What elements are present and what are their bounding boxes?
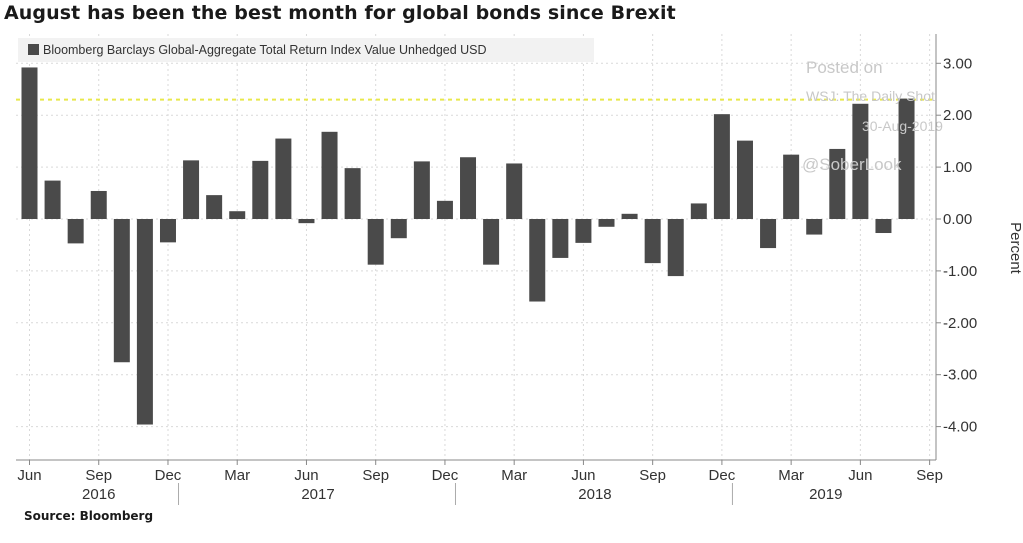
bar — [575, 219, 592, 243]
bar — [713, 114, 730, 219]
x-tick-label: Jun — [848, 467, 872, 484]
bar — [229, 211, 246, 219]
y-tick-label: -3.00 — [943, 367, 977, 384]
bar — [413, 161, 430, 219]
x-tick-label: Sep — [639, 467, 666, 484]
y-tick-label: 0.00 — [943, 211, 972, 228]
bar — [113, 219, 130, 363]
year-label: 2018 — [578, 486, 611, 503]
bar — [852, 103, 869, 219]
y-tick-label: -1.00 — [943, 263, 977, 280]
watermark-line2: WSJ: The Daily Shot — [806, 88, 935, 104]
legend-label: Bloomberg Barclays Global-Aggregate Tota… — [43, 43, 487, 57]
watermark-line4: @SoberLook — [802, 155, 902, 174]
watermark: Posted on WSJ: The Daily Shot 30-Aug-201… — [802, 58, 943, 174]
bar — [898, 98, 915, 219]
bar — [736, 140, 753, 219]
x-tick-label: Sep — [916, 467, 943, 484]
y-tick-label: -2.00 — [943, 315, 977, 332]
x-axis: Jun Sep Dec Mar Jun Sep Dec Mar Jun Sep Dec Mar Jun S… — [17, 460, 943, 505]
y-axis: 3.00 2.00 1.00 0.00 -1.00 -2.00 -3.00 -4.00 — [936, 55, 977, 436]
chart-title: August has been the best month for globa… — [4, 2, 676, 24]
year-label: 2017 — [301, 486, 334, 503]
bar — [90, 190, 107, 219]
bar — [183, 160, 200, 219]
watermark-line3: 30-Aug-2019 — [862, 118, 943, 134]
y-axis-label: Percent — [1007, 222, 1023, 275]
x-tick-label: Jun — [571, 467, 595, 484]
x-tick-label: Sep — [85, 467, 112, 484]
bar — [875, 219, 892, 234]
bar — [344, 168, 361, 219]
bar — [136, 219, 153, 425]
bar — [21, 67, 38, 220]
x-tick-label: Mar — [778, 467, 804, 484]
grid-lines — [16, 34, 936, 460]
bar — [321, 131, 338, 219]
bar — [367, 219, 384, 265]
x-tick-label: Jun — [17, 467, 41, 484]
bar — [483, 219, 500, 265]
bar — [275, 138, 292, 219]
bar — [552, 219, 569, 258]
bar — [529, 219, 546, 302]
x-tick-label: Jun — [294, 467, 318, 484]
x-tick-label: Dec — [155, 467, 182, 484]
y-tick-label: 1.00 — [943, 159, 972, 176]
y-tick-label: 2.00 — [943, 107, 972, 124]
bar — [806, 219, 823, 235]
bar — [783, 154, 800, 219]
x-tick-label: Mar — [224, 467, 250, 484]
bar — [206, 195, 223, 219]
bar — [252, 160, 269, 219]
x-tick-label: Dec — [709, 467, 736, 484]
year-label: 2019 — [809, 486, 842, 503]
bar — [667, 219, 684, 277]
year-label: 2016 — [82, 486, 115, 503]
bars — [21, 67, 915, 425]
bar — [690, 203, 707, 219]
bar — [506, 163, 523, 219]
x-tick-label: Mar — [501, 467, 527, 484]
source-note: Source: Bloomberg — [24, 509, 154, 523]
bar — [644, 219, 661, 264]
bar — [760, 219, 777, 249]
bar — [159, 219, 176, 243]
bar — [67, 219, 84, 244]
legend-swatch — [28, 44, 39, 55]
x-tick-label: Dec — [432, 467, 459, 484]
bar — [621, 213, 638, 219]
bar — [436, 200, 453, 219]
y-tick-label: 3.00 — [943, 55, 972, 72]
bar — [298, 219, 315, 224]
bar — [460, 157, 477, 219]
legend-background — [18, 38, 594, 62]
watermark-line1: Posted on — [806, 58, 883, 77]
bar — [390, 219, 407, 239]
bar — [598, 219, 615, 227]
plot-area — [16, 34, 936, 460]
y-tick-label: -4.00 — [943, 419, 977, 436]
bar — [44, 180, 61, 219]
bar — [829, 148, 846, 219]
legend: Bloomberg Barclays Global-Aggregate Tota… — [18, 38, 594, 62]
x-tick-label: Sep — [362, 467, 389, 484]
